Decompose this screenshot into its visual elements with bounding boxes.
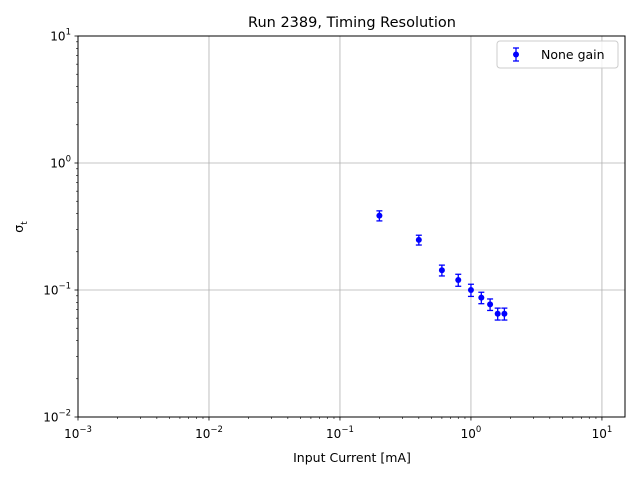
chart-title: Run 2389, Timing Resolution (248, 15, 456, 31)
y-tick-label: 100 (50, 155, 71, 171)
plot-area (78, 36, 625, 417)
data-point (494, 310, 501, 317)
data-point (415, 236, 422, 243)
y-tick-label: 10−2 (43, 409, 71, 425)
data-point (487, 301, 494, 308)
x-tick-label-exponent: 1 (607, 425, 612, 435)
x-tick-label-base: 10 (64, 427, 79, 441)
data-series (376, 210, 508, 321)
y-tick-label-base: 10 (43, 411, 58, 425)
y-tick-label-exponent: −2 (58, 409, 71, 419)
x-tick-label: 10−2 (195, 425, 223, 441)
x-tick-label-base: 10 (592, 427, 607, 441)
y-axis-label-subscript: t (20, 221, 30, 225)
x-tick-label-exponent: −3 (79, 425, 92, 435)
y-tick-label-base: 10 (50, 157, 65, 171)
legend-frame (496, 40, 619, 69)
data-point (478, 294, 485, 301)
y-tick-label-exponent: −1 (58, 282, 71, 292)
y-axis-label-symbol: σ (11, 225, 26, 233)
data-point (376, 212, 383, 219)
y-tick-label: 10−1 (43, 282, 71, 298)
x-tick-label: 100 (461, 425, 482, 441)
x-tick-label-base: 10 (461, 427, 476, 441)
y-tick-label-exponent: 0 (66, 155, 71, 165)
legend-label: None gain (541, 47, 605, 62)
data-point (467, 287, 474, 293)
x-axis-label: Input Current [mA] (293, 450, 411, 465)
y-tick-label-base: 10 (50, 30, 65, 44)
legend: None gain (496, 40, 619, 69)
y-tick-label: 101 (50, 28, 71, 44)
x-tick-label: 10−3 (64, 425, 92, 441)
x-tick-label-base: 10 (195, 427, 210, 441)
major-ticks (74, 35, 603, 421)
y-tick-label-exponent: 1 (66, 28, 71, 38)
x-tick-label-exponent: −2 (210, 425, 223, 435)
data-point (501, 310, 508, 317)
x-tick-label-exponent: 0 (476, 425, 481, 435)
plot-frame (77, 35, 626, 418)
x-tick-label-base: 10 (326, 427, 341, 441)
x-tick-label: 10−1 (326, 425, 354, 441)
data-point (455, 276, 462, 283)
y-tick-label-base: 10 (43, 284, 58, 298)
y-axis-label: σt (11, 221, 30, 233)
data-point (438, 267, 445, 274)
legend-marker (513, 51, 519, 58)
x-tick-label: 101 (592, 425, 613, 441)
x-tick-label-exponent: −1 (341, 425, 354, 435)
